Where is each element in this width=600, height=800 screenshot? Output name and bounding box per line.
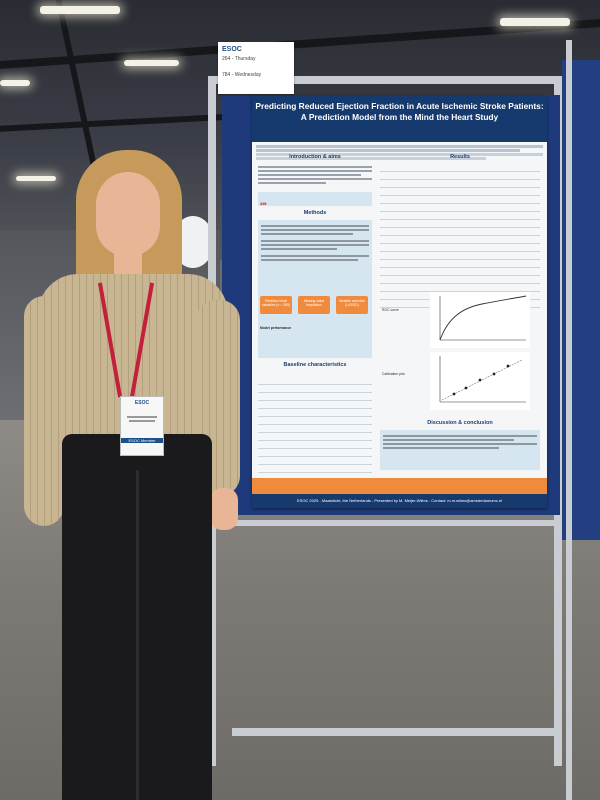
table-row bbox=[258, 393, 372, 401]
poster-title: Predicting Reduced Ejection Fraction in … bbox=[252, 96, 547, 142]
table-row bbox=[380, 268, 540, 276]
section-results-heading: Results bbox=[450, 154, 470, 160]
sign-line-1: 264 - Thursday bbox=[222, 56, 256, 62]
calibration-label: Calibration plot bbox=[382, 372, 405, 376]
table-row bbox=[380, 244, 540, 252]
table-row bbox=[258, 401, 372, 409]
table-row bbox=[258, 441, 372, 449]
table-row bbox=[380, 284, 540, 292]
table-row bbox=[380, 220, 540, 228]
table-row bbox=[380, 228, 540, 236]
ceiling-light bbox=[40, 6, 120, 14]
badge-role: ESOC Member bbox=[121, 438, 163, 443]
table-row bbox=[380, 236, 540, 244]
table-row bbox=[258, 425, 372, 433]
table-row bbox=[258, 409, 372, 417]
calibration-plot-figure bbox=[430, 352, 530, 410]
table-row bbox=[258, 417, 372, 425]
table-row bbox=[380, 276, 540, 284]
table-row bbox=[258, 433, 372, 441]
methods-box bbox=[258, 220, 372, 358]
table-row bbox=[380, 252, 540, 260]
section-baseline-heading: Baseline characteristics bbox=[283, 362, 347, 368]
poster-authors bbox=[256, 144, 543, 170]
ceiling-light bbox=[124, 60, 179, 66]
board-bottom-rail bbox=[232, 728, 562, 736]
model-performance-label: Model performance bbox=[260, 326, 292, 330]
roc-curve-figure bbox=[430, 292, 530, 348]
table-row bbox=[258, 385, 372, 393]
ceiling-light bbox=[0, 80, 30, 86]
section-discussion-heading: Discussion & conclusion bbox=[427, 420, 493, 426]
name-badge: ESOC ESOC Member bbox=[120, 396, 164, 456]
table-row bbox=[380, 164, 540, 172]
table-row bbox=[380, 204, 540, 212]
table-row bbox=[380, 212, 540, 220]
pants-crease bbox=[136, 470, 139, 800]
table-row bbox=[258, 372, 372, 385]
flow-step-3: Variable selection (LASSO) bbox=[336, 296, 368, 314]
table-row bbox=[380, 260, 540, 268]
sign-line-2: 784 - Wednesday bbox=[222, 72, 262, 78]
research-poster: Predicting Reduced Ejection Fraction in … bbox=[252, 96, 547, 508]
poster-footer: ESOC 2025 - Maastricht, the Netherlands … bbox=[252, 494, 547, 508]
flow-step-2: Missing value imputation bbox=[298, 296, 330, 314]
ceiling-light bbox=[500, 18, 570, 26]
ceiling-light bbox=[16, 176, 56, 181]
table-row bbox=[258, 465, 372, 473]
sign-logo: ESOC bbox=[222, 46, 242, 53]
table-row bbox=[380, 180, 540, 188]
table-row bbox=[380, 188, 540, 196]
table-row bbox=[380, 172, 540, 180]
section-intro-heading: Introduction & aims bbox=[289, 154, 341, 160]
roc-label: ROC curve bbox=[382, 308, 399, 312]
discussion-box bbox=[380, 430, 540, 470]
badge-event: ESOC bbox=[134, 400, 150, 406]
presenter-hand bbox=[210, 488, 238, 530]
aim-box: AIM: bbox=[258, 192, 372, 206]
table-row bbox=[380, 196, 540, 204]
presenter-right-arm bbox=[196, 300, 240, 496]
aim-label: AIM: bbox=[260, 202, 268, 206]
table-row bbox=[258, 457, 372, 465]
table-row bbox=[258, 449, 372, 457]
session-sign: ESOC 264 - Thursday 784 - Wednesday bbox=[218, 42, 294, 94]
board-top-rail bbox=[208, 76, 562, 84]
intro-text bbox=[258, 164, 372, 186]
board-mid-rail bbox=[232, 520, 562, 526]
adjacent-board-post bbox=[566, 40, 572, 800]
presenter-left-arm bbox=[24, 296, 64, 526]
flow-step-1: Predictor heart variables (n = 389) bbox=[260, 296, 292, 314]
presenter-face bbox=[96, 172, 160, 256]
section-methods-heading: Methods bbox=[303, 210, 327, 216]
conclusion-banner bbox=[252, 478, 547, 494]
